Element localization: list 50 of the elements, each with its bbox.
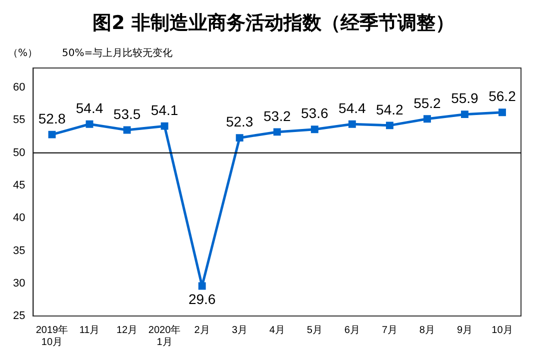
x-tick-label: 12月: [116, 324, 138, 336]
y-tick-label: 60: [12, 82, 26, 94]
text: 50%=与上月比较无变化: [62, 47, 173, 59]
point: [310, 126, 318, 134]
point: [386, 122, 394, 130]
point: [348, 120, 356, 128]
data-label: 54.4: [338, 100, 366, 116]
y-tick-label: 30: [12, 277, 26, 290]
data-label: 53.6: [301, 105, 328, 122]
chart-title: 图2 非制造业商务活动指数（经季节调整）: [92, 11, 456, 36]
data-label: 52.3: [226, 114, 254, 130]
x-tick-label: 5月: [306, 324, 322, 336]
x-tick-label: 4月: [269, 324, 285, 336]
data-label: 54.4: [76, 100, 104, 116]
y-tick-label: 35: [12, 244, 26, 257]
y-tick-label: 50: [12, 146, 26, 159]
x-tick-label: 2019年 10月: [36, 324, 68, 348]
data-label: 56.2: [488, 88, 516, 104]
y-tick-label: 25: [12, 310, 26, 322]
data-label: 54.1: [150, 102, 178, 118]
x-tick-label: 8月: [419, 324, 435, 336]
x-tick-label: 10月: [492, 324, 513, 336]
point: [123, 126, 131, 134]
data-label: 53.5: [113, 106, 141, 122]
x-tick-label: 9月: [456, 324, 472, 336]
x-tick-label: 7月: [382, 324, 398, 336]
point: [160, 122, 168, 130]
point: [48, 130, 56, 138]
data-label: 53.2: [263, 108, 291, 124]
point: [198, 282, 206, 290]
point: [423, 115, 431, 123]
data-label: 55.2: [414, 94, 442, 111]
data-label: 52.8: [38, 110, 66, 126]
point: [236, 134, 244, 142]
y-tick-label: 40: [12, 212, 26, 224]
point: [273, 128, 281, 136]
y-tick-label: 55: [12, 114, 26, 126]
point: [460, 110, 468, 118]
x-tick-label: 2020年 1月: [148, 324, 181, 348]
point: [86, 120, 94, 128]
point: [498, 108, 506, 116]
y-axis-title: （%）: [8, 48, 38, 59]
x-tick-label: 6月: [344, 324, 360, 336]
data-label: 55.9: [451, 90, 479, 106]
data-label: 54.2: [376, 101, 404, 118]
x-tick-label: 3月: [232, 324, 248, 336]
y-tick-label: 45: [12, 180, 26, 192]
x-tick-label: 11月: [79, 324, 100, 336]
x-tick-label: 2月: [194, 324, 210, 336]
data-label: 29.6: [188, 290, 216, 307]
